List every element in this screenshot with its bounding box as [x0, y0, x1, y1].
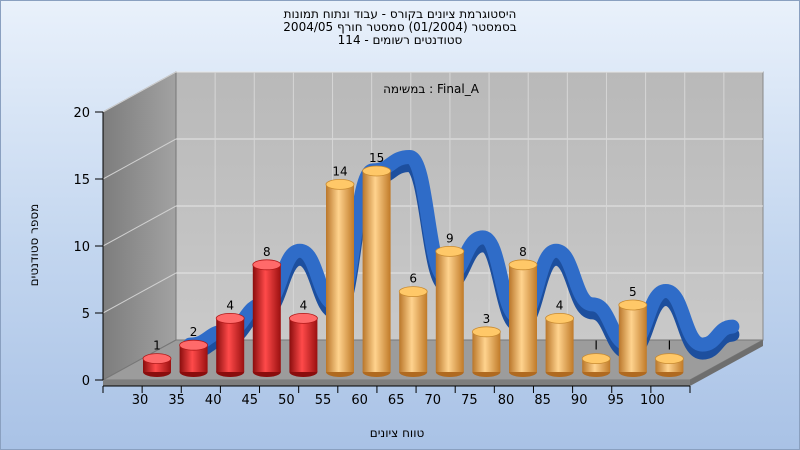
- bar-95: [618, 299, 648, 377]
- bar-65: [398, 286, 428, 377]
- bar-value-label: 6: [409, 272, 417, 286]
- x-tick-label: 50: [278, 393, 295, 408]
- bar-80: [508, 259, 538, 377]
- chart-title-line-2: בסמסטר (01/2004) סמסטר חורף 2004/05: [283, 20, 517, 34]
- x-axis-label: טווח ציונים: [369, 426, 425, 440]
- bar-body: [399, 291, 428, 372]
- bar-75: [471, 326, 501, 377]
- grid-line-left-wall: [102, 272, 177, 314]
- bar-value-label: 15: [369, 151, 384, 165]
- bar-value-label: 8: [519, 245, 527, 259]
- bar-value-label: 14: [332, 164, 347, 178]
- bar-top: [435, 245, 465, 257]
- bar-30: [142, 353, 172, 377]
- y-tick-label: 15: [73, 173, 90, 188]
- bar-45: [252, 259, 282, 377]
- grid-line-left-wall: [102, 71, 177, 113]
- bar-top: [252, 259, 282, 271]
- bar-55: [325, 178, 355, 377]
- x-tick-label: 100: [640, 393, 665, 408]
- y-axis-label: מספר סטודנטים: [27, 203, 41, 287]
- bar-top: [618, 299, 648, 311]
- bar-body: [618, 305, 647, 372]
- y-tick-label: 20: [73, 106, 90, 121]
- bar-35: [179, 339, 209, 377]
- bar-body: [509, 264, 537, 372]
- bar-body: [216, 318, 245, 372]
- bar-top: [581, 353, 611, 365]
- bar-90: [581, 353, 611, 377]
- y-tick-label: 0: [82, 374, 90, 389]
- x-tick-label: 65: [388, 393, 405, 408]
- y-tick-label: 5: [82, 307, 90, 322]
- bar-top: [398, 286, 428, 298]
- bar-value-label: 4: [556, 298, 564, 312]
- bar-value-label: 3: [483, 312, 491, 326]
- bar-top: [545, 312, 574, 324]
- chart-titles: היסטוגרמת ציונים בקורס - עבוד ונתוח תמונ…: [0, 8, 800, 47]
- x-tick-label: 75: [461, 393, 478, 408]
- grid-line-left-wall: [102, 138, 177, 180]
- x-tick-label: 90: [571, 393, 588, 408]
- bar-40: [215, 312, 245, 377]
- bar-body: [435, 251, 464, 372]
- x-tick-label: 30: [132, 393, 149, 408]
- bar-value-label: 1: [153, 339, 161, 353]
- bar-body: [252, 264, 281, 372]
- chart-title-line-3: סטודנטים רשומים - 114: [337, 33, 463, 47]
- floor-front-edge: [103, 380, 690, 386]
- y-tick-label: 10: [73, 240, 90, 255]
- bar-body: [472, 331, 501, 372]
- bar-70: [435, 245, 465, 377]
- bar-50: [288, 312, 318, 377]
- bar-value-label: 8: [263, 245, 271, 259]
- bar-top: [288, 312, 318, 324]
- bar-value-label: I: [668, 339, 672, 353]
- inner-title: במשימה : Final_A: [383, 82, 480, 96]
- bar-top: [179, 339, 209, 351]
- x-tick-label: 85: [534, 393, 551, 408]
- x-tick-label: 55: [315, 393, 332, 408]
- grid-line-left-wall: [102, 205, 177, 247]
- floor-right-edge: [690, 340, 763, 386]
- bar-top: [471, 326, 501, 338]
- bar-value-label: 5: [629, 285, 637, 299]
- x-tick-label: 80: [498, 393, 515, 408]
- bar-top: [142, 353, 172, 365]
- x-tick-label: 60: [351, 393, 368, 408]
- bar-100: [655, 353, 684, 377]
- bar-85: [545, 312, 574, 377]
- x-tick-label: 40: [205, 393, 222, 408]
- bar-top: [325, 178, 355, 190]
- bar-value-label: 2: [190, 325, 198, 339]
- bar-top: [215, 312, 245, 324]
- bar-value-label: 4: [300, 298, 308, 312]
- x-tick-label: 70: [425, 393, 442, 408]
- bar-top: [362, 165, 392, 177]
- bar-value-label: I: [594, 339, 598, 353]
- bar-value-label: 4: [226, 298, 234, 312]
- bar-body: [289, 318, 318, 372]
- x-tick-label: 45: [242, 393, 259, 408]
- bar-body: [362, 171, 391, 372]
- x-tick-label: 35: [168, 393, 185, 408]
- bar-top: [655, 353, 684, 365]
- bar-60: [362, 165, 392, 377]
- chart-title-line-1: היסטוגרמת ציונים בקורס - עבוד ונתוח תמונ…: [283, 7, 517, 21]
- bar-body: [545, 318, 574, 372]
- bar-body: [326, 184, 354, 372]
- x-tick-label: 95: [608, 393, 625, 408]
- bar-top: [508, 259, 538, 271]
- bar-value-label: 9: [446, 231, 454, 245]
